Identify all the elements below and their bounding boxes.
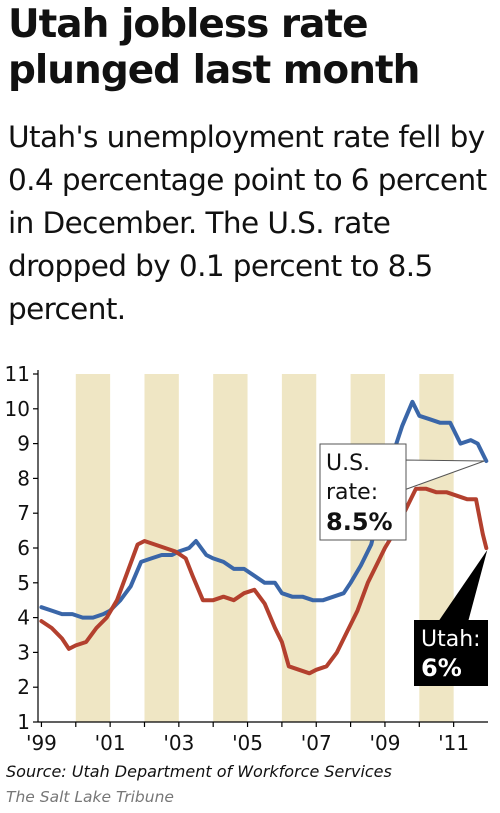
callouts: U.S. rate: 8.5% Utah:6%: [319, 443, 488, 686]
series-line-us: [39, 399, 489, 620]
y-tick-label-3: 3: [17, 640, 30, 664]
y-tick-label-7: 7: [17, 501, 30, 525]
x-tick-label-2007: '07: [301, 731, 332, 755]
series-lines: [39, 399, 489, 676]
utah-callout-label: Utah:: [421, 627, 481, 652]
us-callout-value: 8.5%: [326, 508, 393, 536]
x-tick-label-2009: '09: [369, 731, 400, 755]
x-tick-label-1999: '99: [26, 731, 57, 755]
x-tick-label-2011: '11: [438, 731, 469, 755]
y-axis: 1234567891011percent: [5, 362, 39, 734]
y-tick-label-1: 1: [17, 710, 30, 734]
us-callout-label-line1: U.S.: [326, 451, 370, 476]
us-callout-label-line2: rate:: [326, 480, 378, 505]
x-tick-label-2003: '03: [163, 731, 194, 755]
band-2004: [213, 374, 248, 722]
y-tick-label-10: 10: [5, 397, 30, 421]
series-line-utah: [39, 486, 489, 676]
y-tick-label-5: 5: [17, 571, 30, 595]
band-2000: [75, 374, 111, 722]
credit-line: The Salt Lake Tribune: [6, 788, 174, 806]
y-tick-label-9: 9: [17, 432, 30, 456]
y-tick-label-11: 11: [5, 362, 30, 386]
x-tick-label-2005: '05: [232, 731, 263, 755]
utah-callout-pointer: [438, 550, 488, 622]
y-tick-label-6: 6: [17, 536, 30, 560]
y-tick-label-8: 8: [17, 466, 30, 490]
summary-text: Utah's unemployment rate fell by 0.4 per…: [8, 120, 487, 326]
y-tick-label-2: 2: [17, 675, 30, 699]
source-note: Source: Utah Department of Workforce Ser…: [6, 762, 392, 781]
unemployment-line-chart: 1234567891011percent '99'01'03'05'07'09'…: [5, 362, 489, 755]
x-tick-label-2001: '01: [95, 731, 126, 755]
utah-callout-value: 6%: [421, 654, 462, 682]
shaded-year-bands: [75, 374, 454, 722]
utah-callout-box: [414, 620, 488, 686]
x-axis: '99 '01 '03 '05 '07 '09 '11: [26, 721, 488, 755]
y-tick-label-4: 4: [17, 606, 30, 630]
us-callout-box: [319, 443, 407, 541]
headline: Utah jobless rate plunged last month: [8, 2, 420, 93]
